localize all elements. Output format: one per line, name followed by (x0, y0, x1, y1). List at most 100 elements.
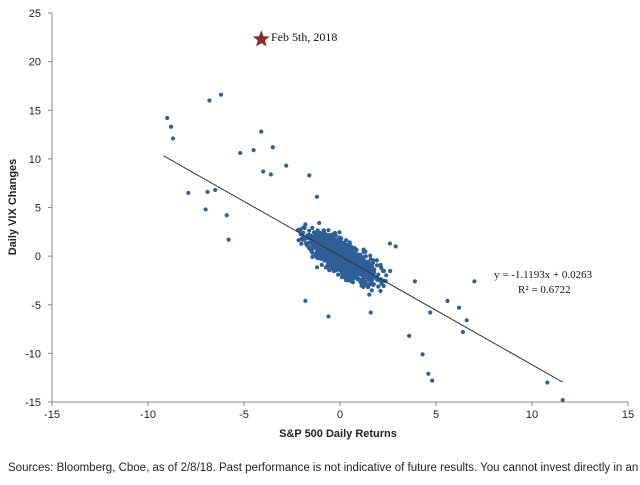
data-point (368, 253, 373, 258)
data-point (316, 245, 321, 250)
data-point (319, 262, 324, 267)
data-point (348, 264, 353, 269)
data-point (314, 194, 320, 199)
data-point (337, 230, 342, 235)
data-point (323, 251, 328, 256)
data-point (311, 230, 316, 235)
data-point (344, 238, 349, 243)
data-point (327, 268, 332, 273)
data-point (342, 271, 347, 277)
data-point (326, 260, 331, 265)
data-point (338, 257, 343, 262)
data-point (313, 234, 318, 239)
data-point (317, 220, 322, 226)
y-tick-label: -15 (25, 397, 41, 409)
data-point (367, 276, 372, 282)
data-point (339, 275, 344, 280)
data-point (412, 279, 417, 284)
data-point (205, 189, 210, 195)
data-point (331, 269, 336, 274)
annotation-star-icon (252, 30, 270, 47)
data-point (302, 225, 307, 231)
data-point (328, 254, 333, 259)
y-tick-label: 25 (29, 8, 41, 20)
trendline-equation: y = -1.1193x + 0.0263 (494, 269, 593, 281)
data-point (363, 275, 368, 280)
trendline-r-squared: R² = 0.6722 (518, 284, 571, 296)
data-point (388, 268, 393, 274)
x-tick-label: -10 (140, 409, 156, 421)
x-tick-label: -15 (44, 409, 60, 421)
data-point (306, 240, 311, 245)
data-point (326, 314, 331, 319)
data-point (381, 283, 386, 289)
data-point (316, 232, 321, 237)
data-point (336, 248, 341, 253)
data-point (379, 265, 384, 271)
data-point (378, 288, 383, 294)
x-tick-label: 5 (433, 409, 439, 421)
data-point (371, 258, 376, 263)
data-point (445, 298, 450, 303)
data-point (323, 265, 328, 270)
data-point (345, 275, 350, 280)
data-point (369, 288, 374, 293)
data-point (310, 225, 315, 230)
data-point (268, 172, 273, 177)
data-point (251, 148, 256, 153)
data-point (299, 241, 304, 246)
data-point (376, 284, 381, 289)
data-point (368, 282, 373, 287)
data-point (297, 227, 302, 232)
data-point (261, 169, 266, 174)
data-point (545, 380, 550, 385)
data-point (349, 275, 354, 281)
data-point (333, 233, 338, 238)
data-point (325, 233, 330, 239)
y-tick-label: -5 (31, 300, 41, 312)
data-point (361, 249, 366, 254)
data-point (354, 247, 359, 253)
data-point (359, 255, 364, 260)
data-point (340, 266, 345, 271)
data-point (310, 254, 315, 259)
data-point (381, 268, 386, 273)
data-point (350, 267, 355, 272)
data-point (363, 279, 368, 284)
data-point (270, 145, 275, 150)
data-point (341, 241, 346, 246)
data-point (374, 263, 380, 268)
data-point (428, 310, 433, 315)
data-point (321, 228, 326, 233)
data-point (296, 238, 301, 243)
data-point (326, 228, 331, 233)
x-tick-label: -5 (239, 409, 249, 421)
data-point (330, 240, 335, 245)
data-point (367, 292, 372, 297)
data-point (355, 277, 360, 282)
data-point (472, 279, 477, 284)
x-axis-title: S&P 500 Daily Returns (279, 428, 397, 440)
data-point (334, 243, 339, 248)
data-point (372, 270, 377, 275)
source-note: Sources: Bloomberg, Cboe, as of 2/8/18. … (8, 462, 640, 474)
data-point (301, 237, 306, 242)
trendline-group (163, 155, 563, 383)
data-point (303, 222, 308, 227)
y-axis-title: Daily VIX Changes (7, 159, 19, 256)
x-tick-label: 0 (337, 409, 343, 421)
data-point (301, 230, 306, 235)
data-point (376, 272, 381, 277)
data-point (346, 255, 351, 260)
data-point (303, 298, 308, 303)
data-point (165, 115, 170, 121)
data-point (368, 310, 373, 315)
y-tick-label: 5 (35, 203, 41, 215)
axes (48, 12, 629, 406)
data-point (346, 268, 351, 273)
data-point (354, 266, 359, 271)
data-point (371, 282, 376, 287)
data-point (213, 187, 218, 193)
data-point (339, 236, 344, 241)
